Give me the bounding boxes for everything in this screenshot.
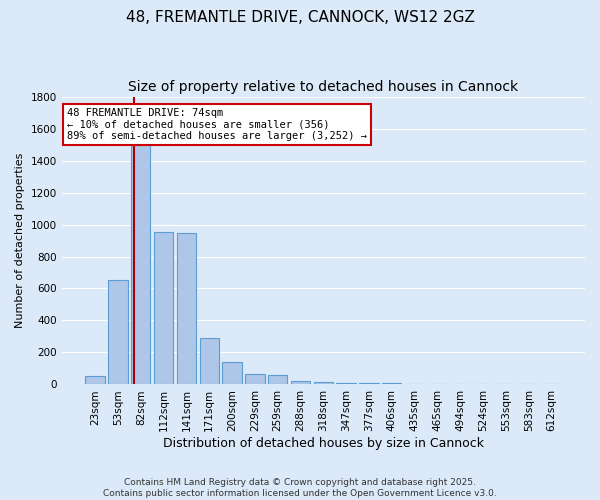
Bar	[268, 375, 287, 384]
Y-axis label: Number of detached properties: Number of detached properties	[15, 153, 25, 328]
Text: Contains HM Land Registry data © Crown copyright and database right 2025.
Contai: Contains HM Land Registry data © Crown c…	[103, 478, 497, 498]
Bar	[337, 383, 356, 384]
Bar	[245, 374, 265, 384]
Bar	[291, 382, 310, 384]
Bar	[108, 280, 128, 384]
Text: 48, FREMANTLE DRIVE, CANNOCK, WS12 2GZ: 48, FREMANTLE DRIVE, CANNOCK, WS12 2GZ	[125, 10, 475, 25]
Bar	[131, 143, 151, 384]
Bar	[85, 376, 105, 384]
Bar	[177, 232, 196, 384]
Bar	[314, 382, 333, 384]
Title: Size of property relative to detached houses in Cannock: Size of property relative to detached ho…	[128, 80, 518, 94]
Bar	[154, 232, 173, 384]
Bar	[223, 362, 242, 384]
Bar	[359, 383, 379, 384]
Bar	[382, 382, 401, 384]
Text: 48 FREMANTLE DRIVE: 74sqm
← 10% of detached houses are smaller (356)
89% of semi: 48 FREMANTLE DRIVE: 74sqm ← 10% of detac…	[67, 108, 367, 142]
X-axis label: Distribution of detached houses by size in Cannock: Distribution of detached houses by size …	[163, 437, 484, 450]
Bar	[200, 338, 219, 384]
